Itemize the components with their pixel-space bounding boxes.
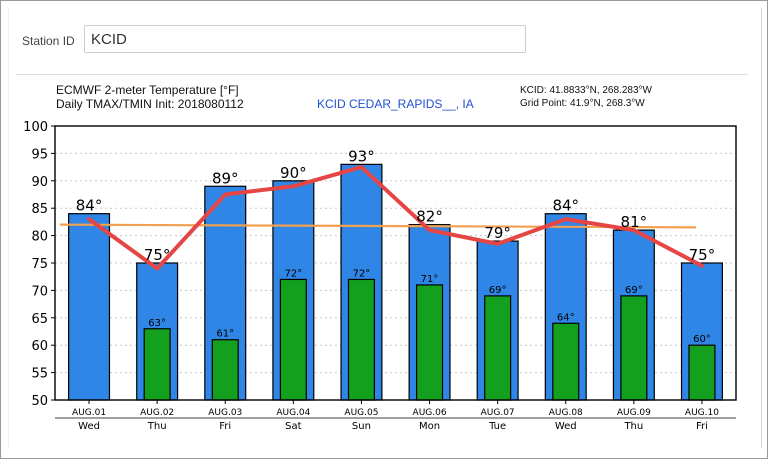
tmax-value-label: 89° <box>212 169 239 187</box>
x-date-label: AUG.09 <box>617 408 651 418</box>
tmin-bar <box>552 322 580 401</box>
chart-title-line1: ECMWF 2-meter Temperature [°F] <box>56 83 239 97</box>
x-date-label: AUG.10 <box>685 408 719 418</box>
x-weekday-label: Wed <box>555 421 577 432</box>
tmax-value-label: 79° <box>484 224 511 242</box>
station-id-input[interactable] <box>84 25 526 53</box>
x-weekday-label: Thu <box>147 421 167 432</box>
tmax-value-label: 90° <box>280 164 307 182</box>
x-weekday-label: Tue <box>488 421 506 432</box>
section-divider <box>16 74 748 75</box>
x-weekday-label: Sat <box>285 421 301 432</box>
tmin-value-label: 64° <box>557 312 575 323</box>
chart-title-line2: Daily TMAX/TMIN Init: 2018080112 <box>56 97 244 111</box>
y-tick-label: 100 <box>23 120 48 135</box>
tmin-bar <box>143 328 171 401</box>
tmin-bar <box>211 339 239 401</box>
y-tick-label: 65 <box>31 312 48 327</box>
y-tick-label: 50 <box>31 394 48 409</box>
grid-point-coordinates: Grid Point: 41.9°N, 268.3°W <box>520 98 645 109</box>
y-tick-label: 95 <box>31 147 48 162</box>
y-tick-label: 85 <box>31 202 48 217</box>
tmax-value-label: 75° <box>689 246 716 264</box>
y-tick-label: 60 <box>31 339 48 354</box>
y-tick-label: 55 <box>31 367 48 382</box>
tmin-value-label: 61° <box>216 329 234 340</box>
y-tick-label: 80 <box>31 230 48 245</box>
tmin-value-label: 60° <box>693 334 711 345</box>
tmax-trend-line <box>87 165 704 271</box>
tmin-bar <box>688 344 716 401</box>
tmin-value-label: 69° <box>489 285 507 296</box>
tmax-value-label: 81° <box>621 213 648 231</box>
tmax-value-label: 82° <box>416 208 443 226</box>
tmax-value-label: 75° <box>144 246 171 264</box>
x-date-label: AUG.01 <box>72 408 106 418</box>
x-weekday-label: Wed <box>78 421 100 432</box>
tmin-value-label: 71° <box>421 274 439 285</box>
tmin-bar <box>416 284 444 401</box>
tmin-bar <box>347 278 375 401</box>
x-date-label: AUG.06 <box>413 408 447 418</box>
tmin-bar <box>484 295 512 401</box>
x-weekday-label: Fri <box>219 421 231 432</box>
station-location-link[interactable]: KCID CEDAR_RAPIDS__, IA <box>317 97 474 111</box>
tmax-bar <box>68 213 111 401</box>
plot-border <box>54 125 737 401</box>
mean-temperature-line <box>59 223 697 229</box>
x-date-label: AUG.04 <box>276 408 310 418</box>
x-weekday-label: Thu <box>623 421 643 432</box>
tmin-value-label: 69° <box>625 285 643 296</box>
tmin-value-label: 63° <box>148 318 166 329</box>
x-date-label: AUG.07 <box>481 408 515 418</box>
tmin-bar <box>620 295 648 401</box>
x-date-label: AUG.03 <box>208 408 242 418</box>
station-coordinates: KCID: 41.8833°N, 268.283°W <box>520 85 652 96</box>
y-tick-label: 90 <box>31 175 48 190</box>
x-weekday-label: Fri <box>696 421 708 432</box>
station-id-label: Station ID <box>22 34 75 48</box>
tmin-value-label: 72° <box>353 268 371 279</box>
y-tick-label: 75 <box>31 257 48 272</box>
tmin-value-label: 72° <box>284 268 302 279</box>
tmax-value-label: 84° <box>552 197 579 215</box>
y-tick-label: 70 <box>31 284 48 299</box>
x-date-label: AUG.02 <box>140 408 174 418</box>
x-weekday-label: Sun <box>352 421 371 432</box>
x-date-label: AUG.05 <box>344 408 378 418</box>
x-date-label: AUG.08 <box>549 408 583 418</box>
tmax-value-label: 93° <box>348 147 375 165</box>
x-weekday-label: Mon <box>419 421 440 432</box>
tmax-value-label: 84° <box>76 197 103 215</box>
tmin-bar <box>279 278 307 401</box>
content-panel <box>8 8 762 448</box>
